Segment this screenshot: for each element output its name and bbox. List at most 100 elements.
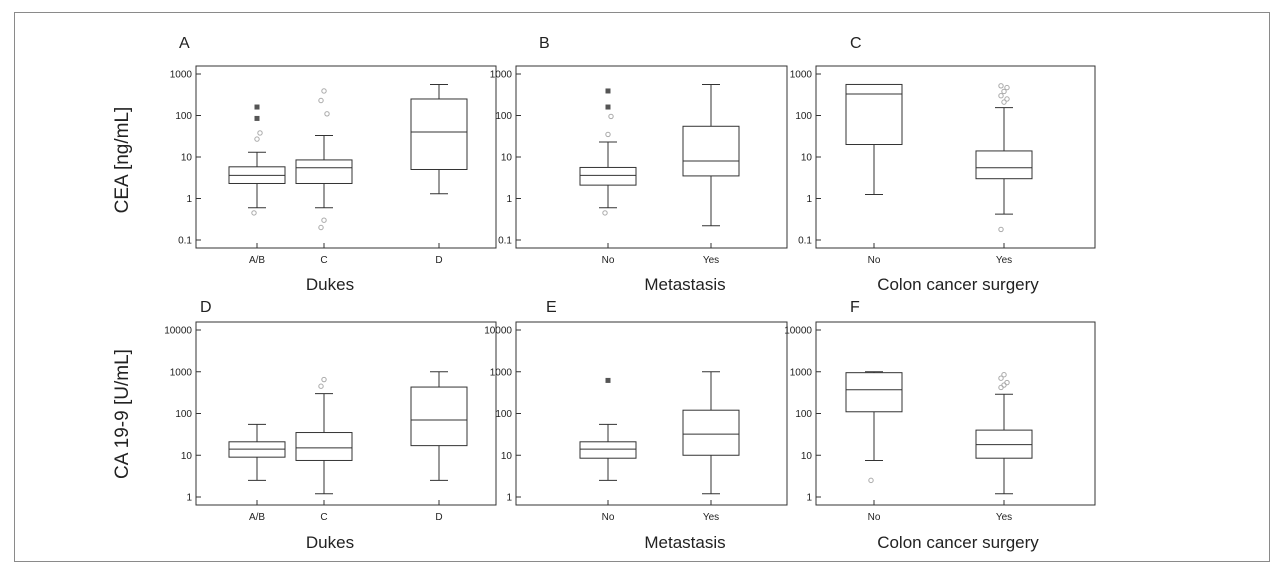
x-tick-label-C: No xyxy=(868,255,881,266)
y-tick-label-A: 1 xyxy=(186,194,192,205)
figure-frame xyxy=(14,12,1270,562)
panel-letter-B: B xyxy=(539,35,550,52)
x-tick-label-F: Yes xyxy=(996,512,1012,523)
x-axis-label-F: Colon cancer surgery xyxy=(877,533,1039,552)
outlier-point xyxy=(1001,88,1007,95)
outlier-point xyxy=(318,97,324,104)
y-tick-label-B: 1 xyxy=(506,194,512,205)
far-outlier-point xyxy=(605,104,611,110)
plot-frame-F xyxy=(815,321,1096,506)
outlier-point xyxy=(608,113,614,120)
y-tick-label-D: 10 xyxy=(181,451,193,462)
y-tick-label-A: 100 xyxy=(175,111,192,122)
box-C xyxy=(975,150,1033,180)
y-tick-label-A: 10 xyxy=(181,153,193,164)
y-axis-label-A: CEA [ng/mL] xyxy=(112,107,133,214)
y-axis-label-D: CA 19-9 [U/mL] xyxy=(112,349,133,479)
outlier-point xyxy=(1001,371,1007,378)
outlier-point xyxy=(321,217,327,223)
x-axis-label-B: Metastasis xyxy=(644,275,725,294)
box-D xyxy=(410,386,468,447)
outlier-point xyxy=(998,226,1004,233)
y-tick-label-F: 1000 xyxy=(790,367,813,378)
y-tick-label-E: 10 xyxy=(501,451,513,462)
box-A xyxy=(295,159,353,184)
y-tick-label-E: 100 xyxy=(495,409,512,420)
y-tick-label-F: 10 xyxy=(801,451,813,462)
y-tick-label-D: 10000 xyxy=(164,326,192,337)
x-tick-label-B: No xyxy=(602,255,615,266)
y-tick-label-C: 10 xyxy=(801,153,813,164)
y-tick-label-A: 1000 xyxy=(170,70,193,81)
x-tick-label-A: D xyxy=(435,255,442,266)
outlier-point xyxy=(318,224,324,231)
x-tick-label-E: No xyxy=(602,512,615,523)
x-axis-label-C: Colon cancer surgery xyxy=(877,275,1039,294)
box-B xyxy=(579,166,637,186)
panel-letter-E: E xyxy=(546,299,557,316)
panel-letter-D: D xyxy=(200,299,212,316)
x-tick-label-B: Yes xyxy=(703,255,719,266)
outlier-point xyxy=(321,88,327,94)
outlier-point xyxy=(998,83,1004,89)
x-axis-label-D: Dukes xyxy=(306,533,354,552)
x-tick-label-D: D xyxy=(435,512,442,523)
outlier-point xyxy=(324,111,330,117)
x-tick-label-C: Yes xyxy=(996,255,1012,266)
box-C xyxy=(845,83,903,146)
far-outlier-point xyxy=(254,104,260,110)
outlier-point xyxy=(321,376,327,383)
y-tick-label-B: 100 xyxy=(495,111,512,122)
box-B xyxy=(682,125,740,177)
y-tick-label-C: 0.1 xyxy=(798,236,812,247)
y-tick-label-B: 10 xyxy=(501,153,513,164)
x-tick-label-E: Yes xyxy=(703,512,719,523)
y-tick-label-F: 1 xyxy=(806,493,812,504)
x-tick-label-D: A/B xyxy=(249,512,265,523)
panel-letter-F: F xyxy=(850,299,860,316)
outlier-point xyxy=(602,210,608,216)
x-tick-label-F: No xyxy=(868,512,881,523)
outlier-point xyxy=(1004,84,1010,91)
y-tick-label-D: 1 xyxy=(186,493,192,504)
far-outlier-point xyxy=(605,88,611,94)
plot-frame-E xyxy=(515,321,788,506)
outlier-point xyxy=(998,92,1004,99)
panel-letter-C: C xyxy=(850,35,862,52)
y-tick-label-A: 0.1 xyxy=(178,236,192,247)
y-tick-label-D: 1000 xyxy=(170,367,193,378)
outlier-point xyxy=(998,375,1004,381)
y-tick-label-C: 100 xyxy=(795,111,812,122)
outlier-point xyxy=(251,210,257,216)
outlier-point xyxy=(605,131,611,138)
outlier-point xyxy=(254,136,260,142)
y-tick-label-B: 0.1 xyxy=(498,236,512,247)
y-tick-label-B: 1000 xyxy=(490,70,513,81)
outlier-point xyxy=(1001,99,1007,105)
box-A xyxy=(410,98,468,170)
x-axis-label-E: Metastasis xyxy=(644,533,725,552)
outlier-point xyxy=(1004,96,1010,102)
panel-letter-A: A xyxy=(179,35,190,52)
box-E xyxy=(579,441,637,459)
box-E xyxy=(682,409,740,456)
outlier-point xyxy=(318,383,324,389)
x-axis-label-A: Dukes xyxy=(306,275,354,294)
box-D xyxy=(295,432,353,461)
x-tick-label-A: A/B xyxy=(249,255,265,266)
y-tick-label-E: 1 xyxy=(506,493,512,504)
outlier-point xyxy=(257,130,263,136)
x-tick-label-D: C xyxy=(320,512,327,523)
y-tick-label-F: 10000 xyxy=(784,326,812,337)
far-outlier-point xyxy=(605,377,611,383)
y-tick-label-F: 100 xyxy=(795,409,812,420)
y-tick-label-C: 1 xyxy=(806,194,812,205)
outlier-point xyxy=(1004,379,1010,386)
far-outlier-point xyxy=(254,115,260,121)
plot-frame-B xyxy=(515,65,788,249)
y-tick-label-D: 100 xyxy=(175,409,192,420)
x-tick-label-A: C xyxy=(320,255,327,266)
outlier-point xyxy=(868,477,874,484)
y-tick-label-E: 10000 xyxy=(484,326,512,337)
